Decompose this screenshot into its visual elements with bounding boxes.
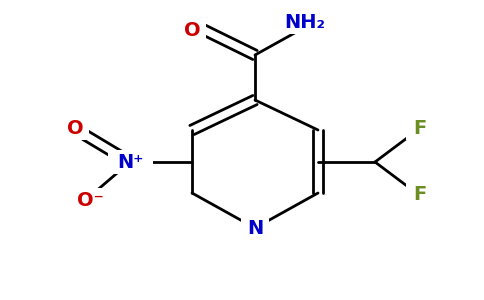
Text: F: F xyxy=(413,185,426,205)
Text: O: O xyxy=(184,20,200,40)
FancyBboxPatch shape xyxy=(283,10,328,34)
Text: N⁺: N⁺ xyxy=(117,152,143,172)
Text: O: O xyxy=(67,118,83,137)
Text: NH₂: NH₂ xyxy=(285,13,326,32)
FancyBboxPatch shape xyxy=(406,116,434,140)
FancyBboxPatch shape xyxy=(107,150,152,174)
FancyBboxPatch shape xyxy=(61,116,89,140)
FancyBboxPatch shape xyxy=(67,188,112,212)
FancyBboxPatch shape xyxy=(178,18,206,42)
Text: O⁻: O⁻ xyxy=(76,190,104,209)
FancyBboxPatch shape xyxy=(406,183,434,207)
Text: F: F xyxy=(413,118,426,137)
Text: N: N xyxy=(247,218,263,238)
FancyBboxPatch shape xyxy=(241,216,269,240)
